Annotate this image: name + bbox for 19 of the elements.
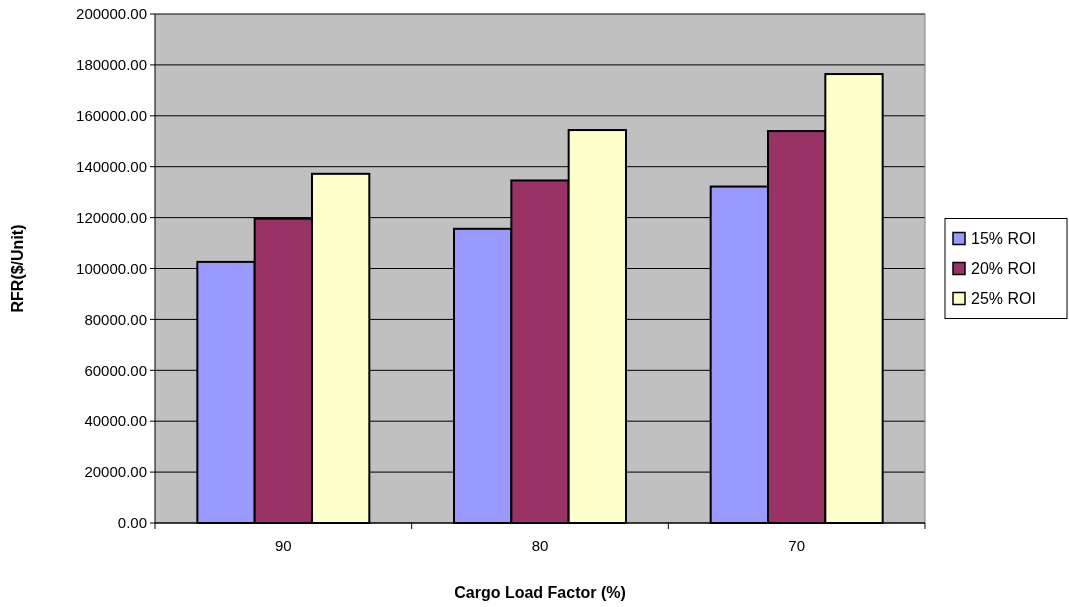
x-tick-label: 90 — [274, 537, 292, 554]
y-tick-label: 100000.00 — [76, 259, 147, 277]
y-tick-label: 60000.00 — [84, 361, 147, 379]
x-tick-label: 80 — [531, 537, 549, 554]
y-tick-label: 80000.00 — [84, 310, 147, 328]
legend-label: 15% ROI — [971, 230, 1036, 248]
x-axis-title: Cargo Load Factor (%) — [454, 584, 626, 601]
legend-label: 25% ROI — [971, 290, 1036, 308]
y-tick-label: 180000.00 — [76, 56, 147, 74]
y-tick-label: 40000.00 — [84, 412, 147, 430]
legend-label: 20% ROI — [971, 260, 1036, 278]
y-tick-label: 200000.00 — [76, 5, 147, 23]
y-tick-label: 0.00 — [117, 514, 147, 532]
x-tick-label: 70 — [788, 537, 806, 554]
y-tick-label: 120000.00 — [76, 208, 147, 226]
y-tick-label: 140000.00 — [76, 157, 147, 175]
y-tick-label: 160000.00 — [76, 107, 147, 125]
y-tick-label: 20000.00 — [84, 463, 147, 481]
y-axis-title: RFR($/Unit) — [9, 224, 26, 313]
